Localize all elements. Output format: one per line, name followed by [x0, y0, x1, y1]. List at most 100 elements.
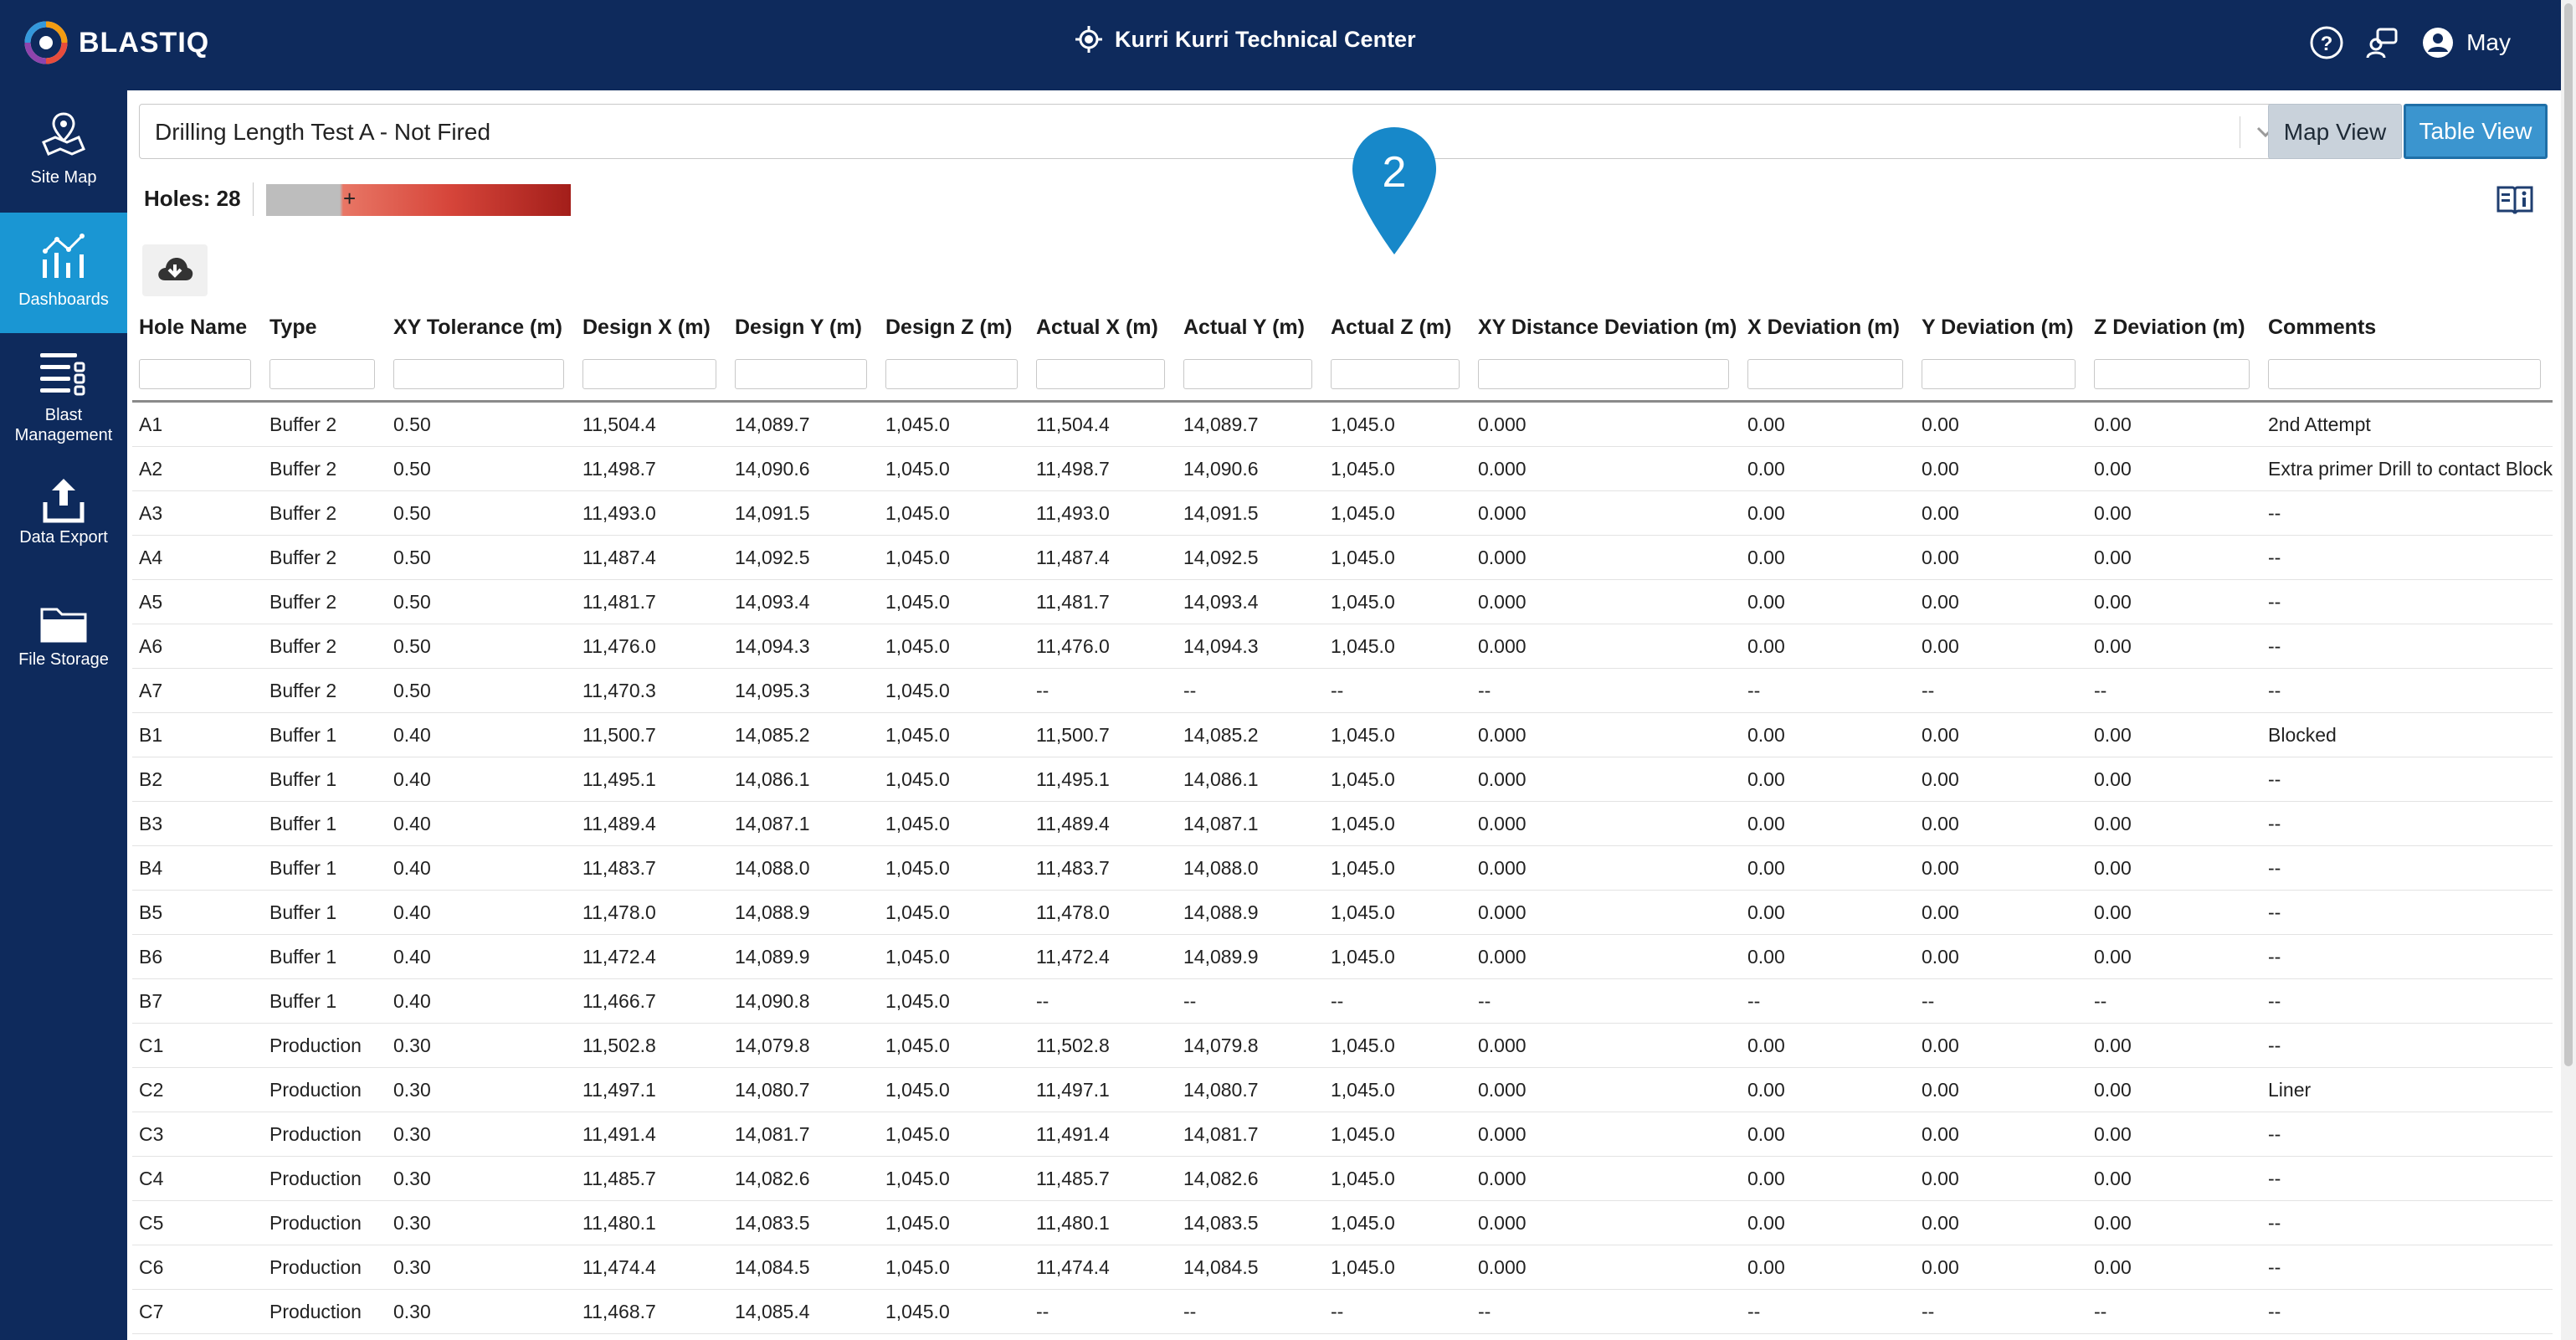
- table-cell: 1,045.0: [879, 668, 1029, 713]
- table-cell: 14,085.4: [728, 1289, 879, 1334]
- blastiq-logo[interactable]: BLASTIQ: [22, 18, 209, 67]
- download-button[interactable]: [142, 244, 208, 296]
- column-filter-input[interactable]: [2094, 359, 2250, 389]
- table-row[interactable]: A1 Buffer 2 0.50 11,504.4 14,089.7 1,045.0 11,…: [132, 401, 2553, 447]
- table-row[interactable]: C1 Production 0.30 11,502.8 14,079.8 1,045.0 1…: [132, 1023, 2553, 1068]
- table-row[interactable]: A5 Buffer 2 0.50 11,481.7 14,093.4 1,045.0 11,…: [132, 579, 2553, 624]
- column-filter-input[interactable]: [1922, 359, 2076, 389]
- table-row[interactable]: A6 Buffer 2 0.50 11,476.0 14,094.3 1,045.0 11,…: [132, 624, 2553, 669]
- table-cell: 1,045.0: [1324, 1112, 1471, 1157]
- table-row[interactable]: C2 Production 0.30 11,497.1 14,080.7 1,045.0 1…: [132, 1067, 2553, 1112]
- table-cell: 0.40: [387, 890, 576, 935]
- column-filter-input[interactable]: [1478, 359, 1729, 389]
- table-row[interactable]: C3 Production 0.30 11,491.4 14,081.7 1,045.0 1…: [132, 1112, 2553, 1157]
- table-cell: 1,045.0: [1324, 1023, 1471, 1068]
- sidebar-item-file-storage[interactable]: File Storage: [0, 579, 127, 700]
- user-name[interactable]: May: [2466, 29, 2511, 55]
- column-filter-input[interactable]: [269, 359, 375, 389]
- column-filter-input[interactable]: [735, 359, 867, 389]
- table-row[interactable]: C5 Production 0.30 11,480.1 14,083.5 1,045.0 1…: [132, 1200, 2553, 1245]
- column-header[interactable]: Actual Y (m): [1183, 315, 1305, 339]
- scrollbar-thumb[interactable]: [2564, 3, 2573, 1066]
- column-filter-input[interactable]: [1036, 359, 1165, 389]
- table-cell: 0.000: [1471, 890, 1741, 935]
- contact-support-icon[interactable]: [2366, 26, 2399, 59]
- table-cell: 14,088.0: [1177, 845, 1324, 891]
- column-filter-input[interactable]: [393, 359, 564, 389]
- sidebar-item-site-map[interactable]: Site Map: [0, 90, 127, 211]
- table-cell: 14,085.2: [728, 712, 879, 757]
- table-cell: 0.00: [1915, 801, 2087, 846]
- column-filter-input[interactable]: [885, 359, 1018, 389]
- table-row[interactable]: B1 Buffer 1 0.40 11,500.7 14,085.2 1,045.0 11,…: [132, 712, 2553, 757]
- column-filter-input[interactable]: [582, 359, 716, 389]
- table-cell: 1,045.0: [879, 401, 1029, 447]
- table-row[interactable]: C6 Production 0.30 11,474.4 14,084.5 1,045.0 1…: [132, 1245, 2553, 1290]
- column-header[interactable]: Design Y (m): [735, 315, 862, 339]
- column-filter-input[interactable]: [1183, 359, 1312, 389]
- table-cell: 14,095.3: [728, 668, 879, 713]
- table-cell: 11,500.7: [576, 712, 728, 757]
- table-cell: --: [1029, 978, 1177, 1024]
- column-filter-input[interactable]: [2268, 359, 2541, 389]
- table-cell: 0.00: [1741, 1112, 1915, 1157]
- table-cell: 0.00: [1741, 1200, 1915, 1245]
- site-selector[interactable]: Kurri Kurri Technical Center: [1075, 25, 1416, 54]
- filter-cell: [263, 348, 387, 403]
- table-cell: 1,045.0: [879, 490, 1029, 536]
- table-cell: 14,090.8: [728, 978, 879, 1024]
- table-cell: --: [2087, 978, 2261, 1024]
- column-header[interactable]: Actual Z (m): [1331, 315, 1452, 339]
- table-row[interactable]: B7 Buffer 1 0.40 11,466.7 14,090.8 1,045.0 -- -…: [132, 978, 2553, 1024]
- table-row[interactable]: A7 Buffer 2 0.50 11,470.3 14,095.3 1,045.0 -- -…: [132, 668, 2553, 713]
- table-cell: 14,086.1: [728, 757, 879, 802]
- table-cell: --: [1029, 668, 1177, 713]
- sidebar-item-label: Site Map: [30, 168, 97, 187]
- table-row[interactable]: B5 Buffer 1 0.40 11,478.0 14,088.9 1,045.0 11,…: [132, 890, 2553, 935]
- legend-book-icon[interactable]: [2496, 182, 2534, 216]
- column-header[interactable]: Y Deviation (m): [1922, 315, 2074, 339]
- column-header[interactable]: Hole Name: [139, 315, 248, 339]
- table-row[interactable]: A2 Buffer 2 0.50 11,498.7 14,090.6 1,045.0 11,…: [132, 446, 2553, 491]
- user-account-icon[interactable]: [2421, 26, 2455, 59]
- table-row[interactable]: C4 Production 0.30 11,485.7 14,082.6 1,045.0 1…: [132, 1156, 2553, 1201]
- column-header[interactable]: Type: [269, 315, 317, 339]
- help-icon[interactable]: ?: [2309, 25, 2344, 60]
- table-row[interactable]: B2 Buffer 1 0.40 11,495.1 14,086.1 1,045.0 11,…: [132, 757, 2553, 802]
- sidebar-item-dashboards[interactable]: Dashboards: [0, 213, 127, 333]
- blast-selector[interactable]: Drilling Length Test A - Not Fired: [139, 104, 2293, 159]
- sidebar-item-blast-management[interactable]: Blast Management: [0, 335, 127, 455]
- table-cell: 14,089.7: [728, 401, 879, 447]
- column-header[interactable]: XY Tolerance (m): [393, 315, 562, 339]
- column-header[interactable]: Actual X (m): [1036, 315, 1158, 339]
- table-cell: 1,045.0: [1324, 490, 1471, 536]
- table-view-button[interactable]: Table View: [2404, 104, 2548, 159]
- table-row[interactable]: B4 Buffer 1 0.40 11,483.7 14,088.0 1,045.0 11,…: [132, 845, 2553, 891]
- table-cell: 0.000: [1471, 1067, 1741, 1112]
- column-header[interactable]: Design X (m): [582, 315, 711, 339]
- table-cell: 0.40: [387, 934, 576, 979]
- filter-cell: [576, 348, 728, 403]
- table-row[interactable]: A4 Buffer 2 0.50 11,487.4 14,092.5 1,045.0 11,…: [132, 535, 2553, 580]
- table-cell: 0.50: [387, 446, 576, 491]
- table-cell: C7: [132, 1289, 263, 1334]
- table-row[interactable]: A3 Buffer 2 0.50 11,493.0 14,091.5 1,045.0 11,…: [132, 490, 2553, 536]
- table-cell: 1,045.0: [879, 934, 1029, 979]
- table-row[interactable]: C7 Production 0.30 11,468.7 14,085.4 1,045.0-…: [132, 1289, 2553, 1334]
- column-filter-input[interactable]: [1747, 359, 1903, 389]
- column-filter-input[interactable]: [139, 359, 251, 389]
- column-header[interactable]: Design Z (m): [885, 315, 1013, 339]
- sidebar-item-data-export[interactable]: Data Export: [0, 457, 127, 578]
- map-view-button[interactable]: Map View: [2268, 104, 2402, 159]
- table-cell: 11,504.4: [576, 401, 728, 447]
- column-header[interactable]: Comments: [2268, 315, 2377, 339]
- filter-cell: [1029, 348, 1177, 403]
- table-cell: 0.00: [1741, 490, 1915, 536]
- table-cell: 0.50: [387, 535, 576, 580]
- table-row[interactable]: B3 Buffer 1 0.40 11,489.4 14,087.1 1,045.0 11,…: [132, 801, 2553, 846]
- column-header[interactable]: X Deviation (m): [1747, 315, 1900, 339]
- column-header[interactable]: Z Deviation (m): [2094, 315, 2245, 339]
- table-row[interactable]: B6 Buffer 1 0.40 11,472.4 14,089.9 1,045.0 11,…: [132, 934, 2553, 979]
- column-header[interactable]: XY Distance Deviation (m): [1478, 315, 1737, 339]
- column-filter-input[interactable]: [1331, 359, 1460, 389]
